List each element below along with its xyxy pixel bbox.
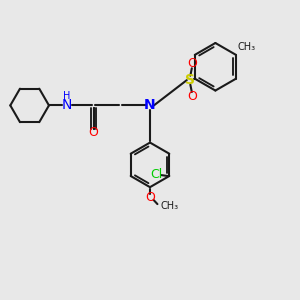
Text: H: H	[63, 91, 70, 101]
Text: N: N	[144, 98, 156, 112]
Text: S: S	[185, 73, 195, 87]
Text: Cl: Cl	[150, 168, 162, 181]
Text: CH₃: CH₃	[160, 202, 178, 212]
Text: N: N	[61, 98, 72, 112]
Text: CH₃: CH₃	[238, 42, 256, 52]
Text: O: O	[187, 57, 197, 70]
Text: O: O	[145, 191, 155, 204]
Text: O: O	[187, 90, 197, 103]
Text: O: O	[88, 126, 98, 139]
